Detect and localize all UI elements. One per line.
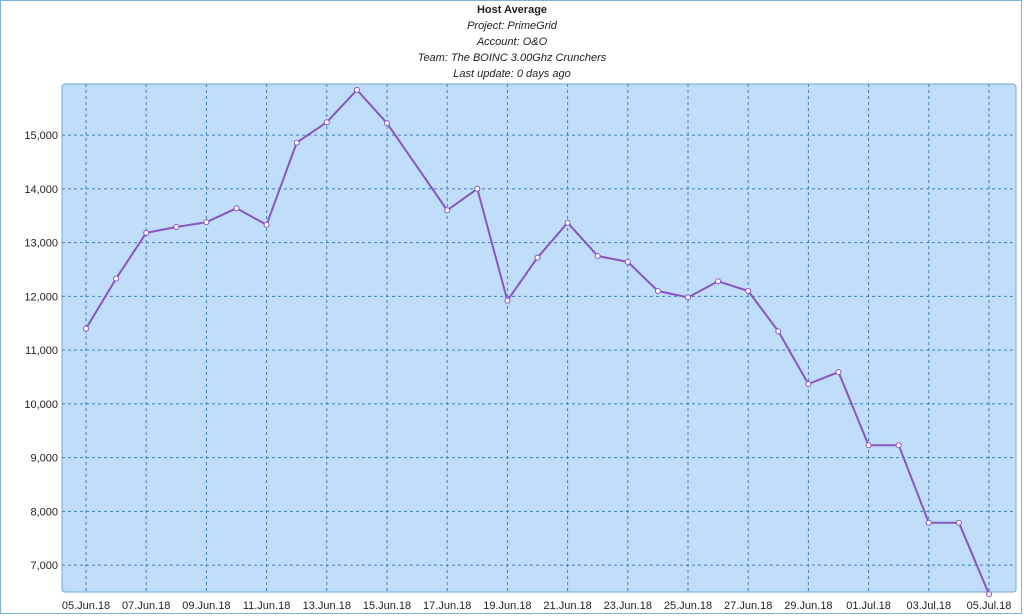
data-point [685, 294, 691, 301]
data-point [323, 119, 330, 126]
data-point [353, 86, 360, 93]
x-tick-label: 19.Jun.18 [483, 600, 531, 612]
x-tick-label: 11.Jun.18 [243, 600, 291, 612]
data-point [474, 185, 481, 192]
data-point [895, 442, 902, 449]
data-point [925, 519, 932, 526]
data-point [805, 381, 812, 387]
data-point [624, 258, 631, 265]
chart-subtitle-team: Team: The BOINC 3.00Ghz Crunchers [417, 52, 607, 64]
data-point [143, 229, 150, 236]
y-tick-label: 9,000 [30, 453, 58, 465]
data-point [654, 288, 661, 294]
data-point [263, 221, 270, 228]
x-tick-label: 05.Jul.18 [967, 600, 1012, 612]
y-tick-label: 8,000 [30, 506, 58, 518]
data-point [594, 253, 601, 259]
x-tick-label: 21.Jun.18 [543, 600, 591, 612]
x-tick-label: 25.Jun.18 [664, 600, 712, 612]
data-point [83, 325, 89, 332]
series-line [85, 88, 990, 595]
x-tick-label: 29.Jun.18 [784, 600, 832, 612]
data-point [203, 219, 210, 226]
data-point [534, 254, 541, 261]
chart-subtitle-project: Project: PrimeGrid [467, 20, 557, 32]
x-tick-label: 13.Jun.18 [303, 600, 351, 612]
data-point [715, 278, 722, 285]
y-tick-label: 12,000 [24, 291, 58, 303]
x-tick-label: 01.Jul.18 [846, 600, 891, 612]
data-point [293, 139, 300, 146]
x-tick-label: 17.Jun.18 [423, 600, 471, 612]
data-point [233, 205, 240, 212]
x-tick-label: 27.Jun.18 [724, 600, 772, 612]
data-point [444, 207, 451, 214]
x-tick-label: 03.Jul.18 [906, 600, 951, 612]
y-tick-label: 11,000 [25, 345, 58, 357]
x-tick-label: 23.Jun.18 [604, 600, 652, 612]
x-tick-label: 15.Jun.18 [363, 600, 411, 612]
data-point [955, 519, 962, 526]
data-point [384, 120, 390, 127]
y-tick-label: 13,000 [24, 238, 58, 250]
y-tick-label: 10,000 [24, 399, 58, 411]
chart-subtitle-last-update: Last update: 0 days ago [453, 68, 571, 80]
data-point [775, 328, 782, 335]
chart-subtitle-account: Account: O&O [476, 36, 548, 48]
data-point [835, 369, 842, 376]
data-point [173, 224, 180, 230]
y-tick-label: 15,000 [24, 130, 58, 142]
data-point [504, 297, 511, 304]
x-tick-label: 09.Jun.18 [182, 600, 230, 612]
data-point [745, 288, 752, 294]
data-point [564, 219, 571, 226]
data-point [986, 591, 992, 598]
data-point [865, 442, 872, 449]
y-tick-label: 14,000 [24, 184, 58, 196]
x-tick-label: 05.Jun.18 [62, 600, 110, 612]
chart-title: Host Average [476, 4, 548, 16]
y-tick-label: 7,000 [30, 560, 58, 572]
data-point [113, 275, 120, 282]
x-tick-label: 07.Jun.18 [122, 600, 170, 612]
plot-area [61, 83, 1017, 593]
